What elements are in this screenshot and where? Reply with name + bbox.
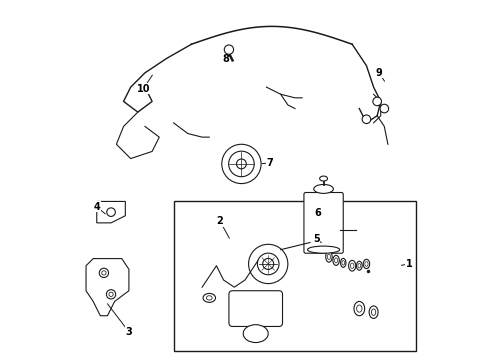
Text: 6: 6 (315, 208, 321, 218)
Circle shape (257, 253, 279, 275)
Ellipse shape (348, 260, 356, 271)
Ellipse shape (203, 293, 216, 302)
Ellipse shape (341, 258, 346, 267)
Text: 1: 1 (406, 259, 413, 269)
Ellipse shape (356, 261, 362, 270)
Text: 2: 2 (217, 216, 223, 226)
Circle shape (102, 271, 106, 275)
Ellipse shape (333, 255, 339, 265)
Ellipse shape (350, 263, 354, 269)
Ellipse shape (314, 184, 333, 193)
Ellipse shape (365, 262, 368, 266)
Text: 5: 5 (313, 234, 320, 244)
Text: 8: 8 (222, 54, 229, 64)
Circle shape (362, 115, 371, 123)
Circle shape (99, 268, 109, 278)
Ellipse shape (335, 258, 338, 263)
Circle shape (106, 290, 116, 299)
Circle shape (224, 45, 234, 54)
Circle shape (107, 208, 115, 216)
Bar (173, 202, 416, 351)
Ellipse shape (326, 251, 332, 262)
Text: 3: 3 (125, 327, 132, 337)
Polygon shape (86, 258, 129, 316)
Circle shape (373, 97, 381, 106)
Ellipse shape (369, 306, 378, 319)
Circle shape (248, 244, 288, 284)
Text: 10: 10 (136, 84, 150, 94)
Ellipse shape (308, 246, 340, 253)
Ellipse shape (363, 259, 369, 269)
Text: 9: 9 (375, 68, 382, 78)
Circle shape (229, 151, 254, 177)
Circle shape (380, 104, 389, 113)
Ellipse shape (371, 309, 376, 315)
Ellipse shape (327, 254, 331, 260)
Circle shape (263, 258, 274, 269)
Circle shape (109, 292, 113, 296)
FancyBboxPatch shape (229, 291, 283, 327)
Ellipse shape (319, 176, 327, 181)
Text: 7: 7 (267, 158, 273, 168)
Ellipse shape (357, 305, 362, 312)
Ellipse shape (342, 261, 344, 265)
FancyBboxPatch shape (304, 193, 343, 253)
Ellipse shape (243, 325, 268, 342)
Ellipse shape (358, 264, 361, 268)
Ellipse shape (206, 296, 212, 300)
Circle shape (222, 144, 261, 184)
Text: 4: 4 (94, 202, 100, 212)
Polygon shape (97, 202, 125, 223)
Circle shape (237, 159, 246, 169)
Ellipse shape (354, 301, 365, 316)
